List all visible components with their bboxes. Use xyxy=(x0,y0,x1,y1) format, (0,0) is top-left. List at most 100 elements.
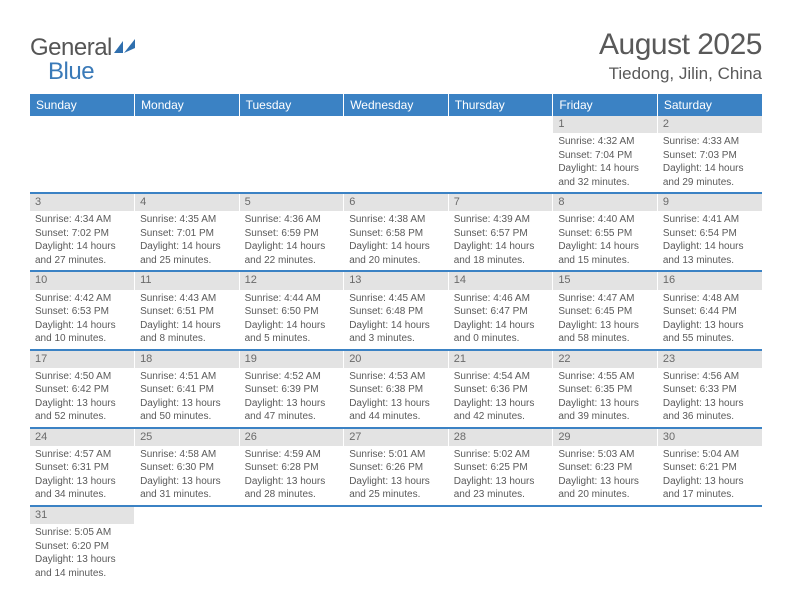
calendar-week-row: 3Sunrise: 4:34 AMSunset: 7:02 PMDaylight… xyxy=(30,193,762,271)
calendar-table: SundayMondayTuesdayWednesdayThursdayFrid… xyxy=(30,94,762,583)
weekday-header: Thursday xyxy=(448,94,553,116)
calendar-day-cell: 14Sunrise: 4:46 AMSunset: 6:47 PMDayligh… xyxy=(448,271,553,349)
calendar-day-cell: 7Sunrise: 4:39 AMSunset: 6:57 PMDaylight… xyxy=(448,193,553,271)
calendar-day-cell: 12Sunrise: 4:44 AMSunset: 6:50 PMDayligh… xyxy=(239,271,344,349)
day-details: Sunrise: 4:55 AMSunset: 6:35 PMDaylight:… xyxy=(553,368,657,427)
location-label: Tiedong, Jilin, China xyxy=(599,64,762,84)
calendar-empty-cell xyxy=(448,506,553,583)
calendar-day-cell: 2Sunrise: 4:33 AMSunset: 7:03 PMDaylight… xyxy=(657,116,762,193)
day-number: 6 xyxy=(344,194,448,211)
day-details: Sunrise: 5:03 AMSunset: 6:23 PMDaylight:… xyxy=(553,446,657,505)
brand-part2: Blue xyxy=(48,58,94,85)
calendar-day-cell: 3Sunrise: 4:34 AMSunset: 7:02 PMDaylight… xyxy=(30,193,135,271)
day-details: Sunrise: 4:50 AMSunset: 6:42 PMDaylight:… xyxy=(30,368,134,427)
calendar-week-row: 24Sunrise: 4:57 AMSunset: 6:31 PMDayligh… xyxy=(30,428,762,506)
day-number: 31 xyxy=(30,507,134,524)
calendar-day-cell: 13Sunrise: 4:45 AMSunset: 6:48 PMDayligh… xyxy=(344,271,449,349)
day-details: Sunrise: 4:33 AMSunset: 7:03 PMDaylight:… xyxy=(658,133,762,192)
calendar-day-cell: 16Sunrise: 4:48 AMSunset: 6:44 PMDayligh… xyxy=(657,271,762,349)
day-number: 2 xyxy=(658,116,762,133)
day-number: 10 xyxy=(30,272,134,289)
calendar-week-row: 17Sunrise: 4:50 AMSunset: 6:42 PMDayligh… xyxy=(30,350,762,428)
day-details: Sunrise: 4:59 AMSunset: 6:28 PMDaylight:… xyxy=(240,446,344,505)
calendar-empty-cell xyxy=(30,116,135,193)
day-details: Sunrise: 4:53 AMSunset: 6:38 PMDaylight:… xyxy=(344,368,448,427)
day-details: Sunrise: 4:35 AMSunset: 7:01 PMDaylight:… xyxy=(135,211,239,270)
weekday-header-row: SundayMondayTuesdayWednesdayThursdayFrid… xyxy=(30,94,762,116)
day-details: Sunrise: 5:01 AMSunset: 6:26 PMDaylight:… xyxy=(344,446,448,505)
day-number: 1 xyxy=(553,116,657,133)
weekday-header: Sunday xyxy=(30,94,135,116)
day-number: 30 xyxy=(658,429,762,446)
weekday-header: Monday xyxy=(135,94,240,116)
calendar-day-cell: 26Sunrise: 4:59 AMSunset: 6:28 PMDayligh… xyxy=(239,428,344,506)
day-details: Sunrise: 4:38 AMSunset: 6:58 PMDaylight:… xyxy=(344,211,448,270)
day-details: Sunrise: 4:39 AMSunset: 6:57 PMDaylight:… xyxy=(449,211,553,270)
day-details: Sunrise: 5:04 AMSunset: 6:21 PMDaylight:… xyxy=(658,446,762,505)
weekday-header: Tuesday xyxy=(239,94,344,116)
calendar-empty-cell xyxy=(239,116,344,193)
day-number: 9 xyxy=(658,194,762,211)
day-number: 14 xyxy=(449,272,553,289)
day-number: 7 xyxy=(449,194,553,211)
day-details: Sunrise: 4:41 AMSunset: 6:54 PMDaylight:… xyxy=(658,211,762,270)
calendar-day-cell: 10Sunrise: 4:42 AMSunset: 6:53 PMDayligh… xyxy=(30,271,135,349)
day-details: Sunrise: 5:02 AMSunset: 6:25 PMDaylight:… xyxy=(449,446,553,505)
day-details: Sunrise: 4:32 AMSunset: 7:04 PMDaylight:… xyxy=(553,133,657,192)
day-number: 24 xyxy=(30,429,134,446)
day-number: 11 xyxy=(135,272,239,289)
calendar-day-cell: 11Sunrise: 4:43 AMSunset: 6:51 PMDayligh… xyxy=(135,271,240,349)
calendar-day-cell: 25Sunrise: 4:58 AMSunset: 6:30 PMDayligh… xyxy=(135,428,240,506)
weekday-header: Friday xyxy=(553,94,658,116)
calendar-empty-cell xyxy=(135,116,240,193)
day-details: Sunrise: 4:51 AMSunset: 6:41 PMDaylight:… xyxy=(135,368,239,427)
calendar-empty-cell xyxy=(135,506,240,583)
calendar-day-cell: 9Sunrise: 4:41 AMSunset: 6:54 PMDaylight… xyxy=(657,193,762,271)
calendar-day-cell: 17Sunrise: 4:50 AMSunset: 6:42 PMDayligh… xyxy=(30,350,135,428)
day-details: Sunrise: 4:52 AMSunset: 6:39 PMDaylight:… xyxy=(240,368,344,427)
day-details: Sunrise: 4:40 AMSunset: 6:55 PMDaylight:… xyxy=(553,211,657,270)
day-number: 4 xyxy=(135,194,239,211)
weekday-header: Saturday xyxy=(657,94,762,116)
month-title: August 2025 xyxy=(599,28,762,62)
day-details: Sunrise: 5:05 AMSunset: 6:20 PMDaylight:… xyxy=(30,524,134,583)
calendar-body: 1Sunrise: 4:32 AMSunset: 7:04 PMDaylight… xyxy=(30,116,762,583)
calendar-day-cell: 15Sunrise: 4:47 AMSunset: 6:45 PMDayligh… xyxy=(553,271,658,349)
calendar-empty-cell xyxy=(657,506,762,583)
calendar-day-cell: 5Sunrise: 4:36 AMSunset: 6:59 PMDaylight… xyxy=(239,193,344,271)
day-number: 3 xyxy=(30,194,134,211)
calendar-day-cell: 30Sunrise: 5:04 AMSunset: 6:21 PMDayligh… xyxy=(657,428,762,506)
calendar-day-cell: 6Sunrise: 4:38 AMSunset: 6:58 PMDaylight… xyxy=(344,193,449,271)
calendar-week-row: 1Sunrise: 4:32 AMSunset: 7:04 PMDaylight… xyxy=(30,116,762,193)
day-number: 27 xyxy=(344,429,448,446)
day-details: Sunrise: 4:56 AMSunset: 6:33 PMDaylight:… xyxy=(658,368,762,427)
day-details: Sunrise: 4:34 AMSunset: 7:02 PMDaylight:… xyxy=(30,211,134,270)
calendar-day-cell: 28Sunrise: 5:02 AMSunset: 6:25 PMDayligh… xyxy=(448,428,553,506)
calendar-day-cell: 8Sunrise: 4:40 AMSunset: 6:55 PMDaylight… xyxy=(553,193,658,271)
day-details: Sunrise: 4:48 AMSunset: 6:44 PMDaylight:… xyxy=(658,290,762,349)
day-number: 21 xyxy=(449,351,553,368)
day-number: 23 xyxy=(658,351,762,368)
day-number: 15 xyxy=(553,272,657,289)
day-number: 12 xyxy=(240,272,344,289)
calendar-week-row: 10Sunrise: 4:42 AMSunset: 6:53 PMDayligh… xyxy=(30,271,762,349)
weekday-header: Wednesday xyxy=(344,94,449,116)
calendar-day-cell: 27Sunrise: 5:01 AMSunset: 6:26 PMDayligh… xyxy=(344,428,449,506)
calendar-day-cell: 4Sunrise: 4:35 AMSunset: 7:01 PMDaylight… xyxy=(135,193,240,271)
calendar-day-cell: 22Sunrise: 4:55 AMSunset: 6:35 PMDayligh… xyxy=(553,350,658,428)
day-number: 25 xyxy=(135,429,239,446)
flag-icon xyxy=(114,39,136,55)
day-number: 16 xyxy=(658,272,762,289)
day-details: Sunrise: 4:36 AMSunset: 6:59 PMDaylight:… xyxy=(240,211,344,270)
day-details: Sunrise: 4:43 AMSunset: 6:51 PMDaylight:… xyxy=(135,290,239,349)
day-number: 20 xyxy=(344,351,448,368)
day-details: Sunrise: 4:58 AMSunset: 6:30 PMDaylight:… xyxy=(135,446,239,505)
day-number: 18 xyxy=(135,351,239,368)
day-details: Sunrise: 4:47 AMSunset: 6:45 PMDaylight:… xyxy=(553,290,657,349)
brand-logo: General xyxy=(30,28,136,62)
day-number: 22 xyxy=(553,351,657,368)
day-details: Sunrise: 4:45 AMSunset: 6:48 PMDaylight:… xyxy=(344,290,448,349)
day-details: Sunrise: 4:42 AMSunset: 6:53 PMDaylight:… xyxy=(30,290,134,349)
calendar-empty-cell xyxy=(344,506,449,583)
day-number: 17 xyxy=(30,351,134,368)
